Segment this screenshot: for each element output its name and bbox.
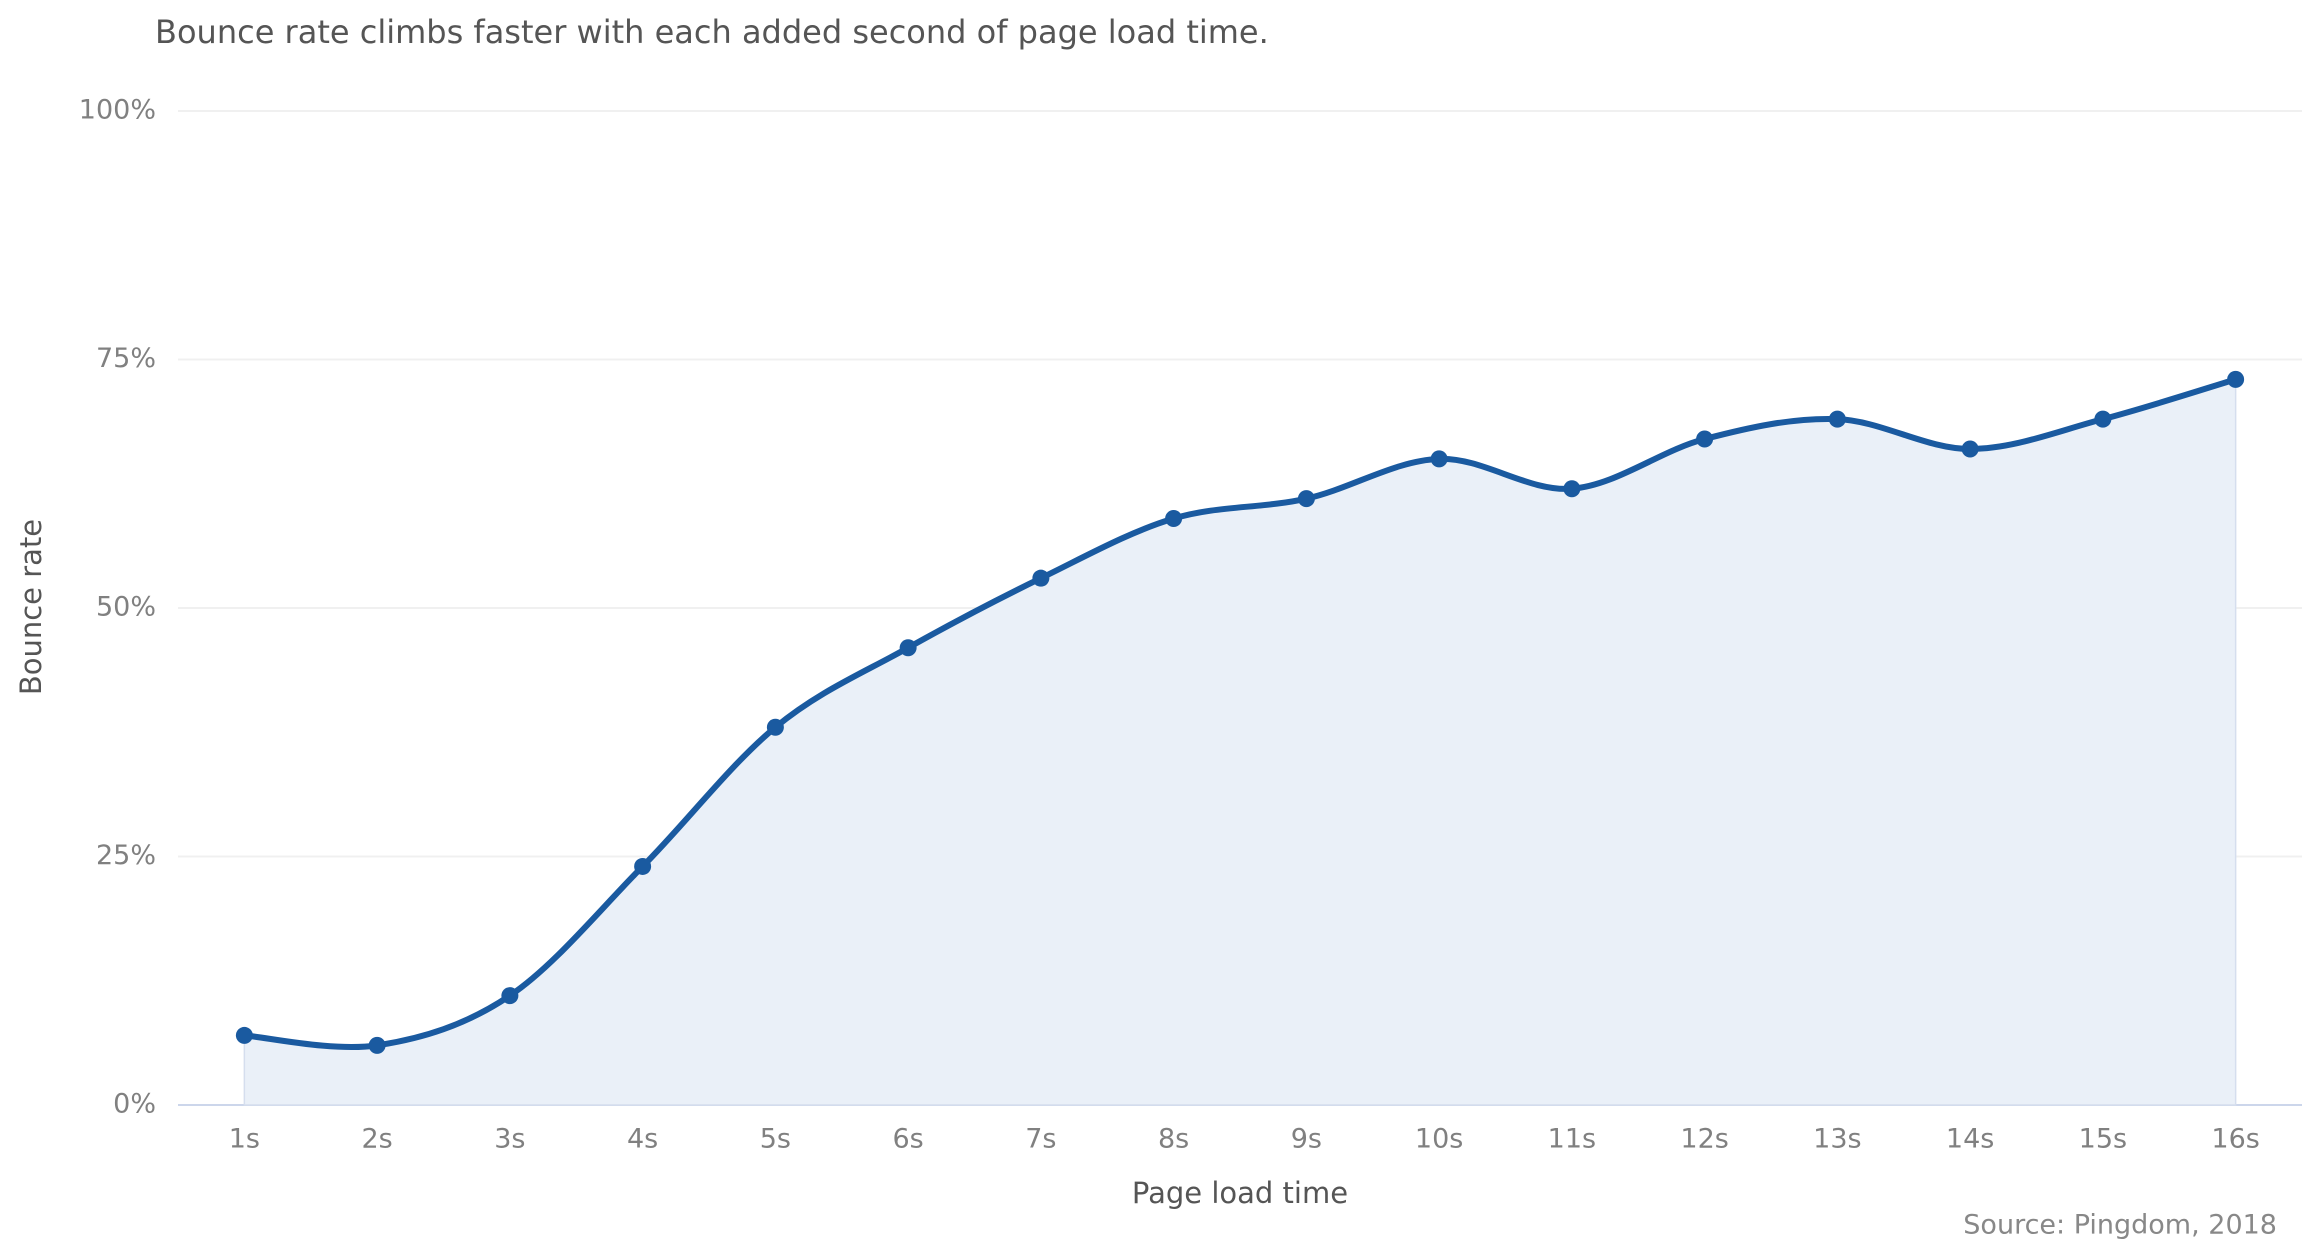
source-note: Source: Pingdom, 2018 [1963,1210,2277,1241]
x-tick-label: 9s [1291,1124,1322,1155]
x-tick-label: 11s [1548,1124,1596,1155]
data-point [1828,410,1846,428]
data-point [634,857,652,875]
data-point [1032,569,1050,587]
data-point [1430,450,1448,468]
x-tick-label: 1s [229,1124,260,1155]
x-tick-label: 14s [1946,1124,1994,1155]
data-point [501,987,519,1005]
data-point [2227,370,2245,388]
x-tick-label: 2s [362,1124,393,1155]
data-point [1563,480,1581,498]
data-point [368,1036,386,1054]
x-tick-label: 16s [2211,1124,2259,1155]
x-tick-label: 6s [893,1124,924,1155]
x-tick-label: 13s [1813,1124,1861,1155]
area [243,378,2237,1106]
chart-title: Bounce rate climbs faster with each adde… [155,13,1269,51]
x-tick-label: 4s [627,1124,658,1155]
x-tick-label: 15s [2079,1124,2127,1155]
x-tick-label: 5s [760,1124,791,1155]
x-tick-label: 10s [1415,1124,1463,1155]
data-point [899,639,917,657]
data-point [1696,430,1714,448]
data-point [235,1026,253,1044]
data-point [1165,510,1183,528]
data-point [1961,440,1979,458]
y-tick-label: 50% [96,592,156,623]
data-point [766,718,784,736]
y-axis-title: Bounce rate [14,519,48,695]
x-tick-label: 8s [1158,1124,1189,1155]
x-axis-title: Page load time [1132,1176,1348,1210]
line [244,376,2237,1051]
y-tick-label: 100% [79,95,156,126]
x-tick-label: 7s [1025,1124,1056,1155]
x-tick-label: 3s [494,1124,525,1155]
data-point [1297,490,1315,508]
data-point [2094,410,2112,428]
x-tick-label: 12s [1680,1124,1728,1155]
y-tick-label: 25% [96,840,156,871]
y-tick-label: 0% [113,1089,156,1120]
y-tick-label: 75% [96,343,156,374]
